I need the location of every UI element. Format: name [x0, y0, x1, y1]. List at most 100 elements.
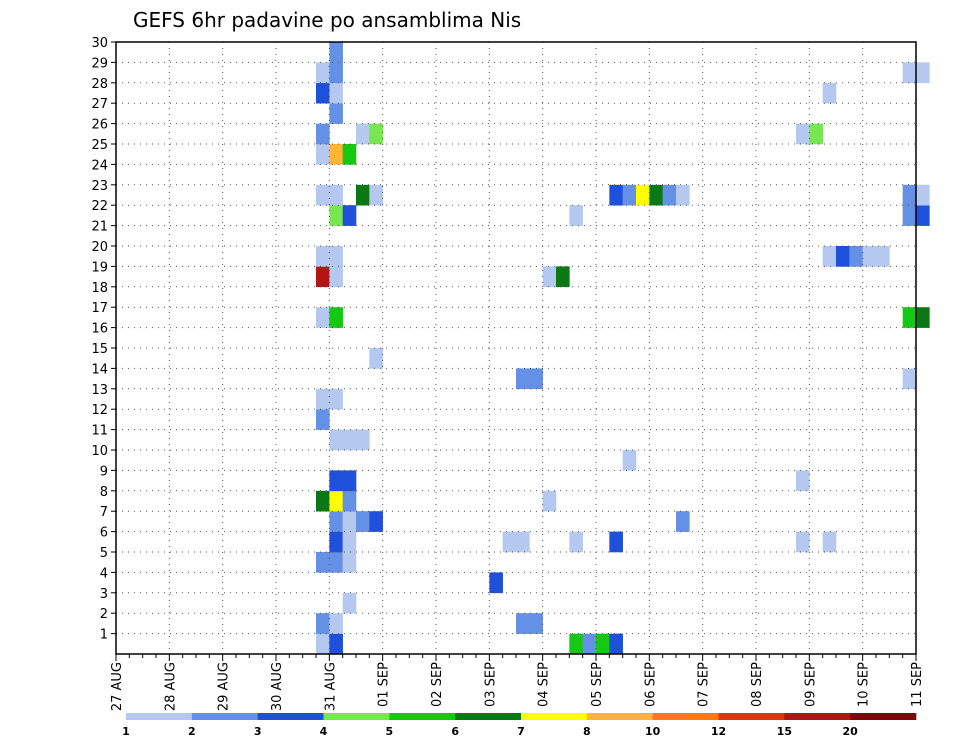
- heatmap-cell: [796, 470, 810, 492]
- heatmap-cell: [316, 82, 330, 104]
- colorbar-label: 4: [320, 725, 328, 738]
- heatmap-cell: [342, 531, 357, 553]
- colorbar-swatch: [850, 713, 917, 720]
- y-tick-label: 24: [91, 158, 108, 173]
- heatmap-cell: [329, 103, 343, 124]
- heatmap-cell: [609, 531, 623, 553]
- heatmap-cell: [316, 409, 330, 430]
- colorbar-legend: 1 2 3 4 5 6 7 8 10 12 15 20: [122, 713, 917, 738]
- heatmap-cell: [529, 368, 543, 390]
- y-tick-label: 26: [91, 118, 108, 133]
- heatmap-cell: [316, 552, 330, 573]
- heatmap-cell: [902, 368, 917, 390]
- heatmap-cell: [809, 123, 823, 145]
- colorbar-label: 1: [122, 725, 130, 738]
- heatmap-cell: [316, 307, 330, 328]
- heatmap-cell: [356, 184, 370, 206]
- y-tick-label: 27: [91, 97, 108, 112]
- x-tick-label: 05 SEP: [590, 662, 605, 707]
- y-tick-label: 19: [91, 260, 108, 275]
- heatmap-cell: [582, 633, 597, 655]
- x-tick-label: 04 SEP: [537, 662, 552, 707]
- heatmap-cell: [916, 62, 930, 84]
- y-tick-label: 23: [91, 179, 108, 194]
- colorbar-label: 7: [517, 725, 525, 738]
- heatmap-cell: [516, 613, 530, 634]
- colorbar-label: 5: [386, 725, 394, 738]
- heatmap-cell: [902, 62, 917, 84]
- heatmap-cell: [609, 633, 623, 655]
- heatmap-cell: [329, 184, 343, 206]
- heatmap-cell: [542, 490, 557, 512]
- x-axis: 27 AUG 28 AUG 29 AUG 30 AUG 31 AUG 01 SEP 02 S…: [110, 654, 925, 711]
- heatmap-cell: [796, 531, 810, 553]
- heatmap-cell: [356, 511, 370, 532]
- y-tick-label: 20: [91, 240, 108, 255]
- x-tick-label: 11 SEP: [910, 662, 925, 707]
- heatmap-cell: [329, 246, 343, 267]
- colorbar-swatch: [389, 713, 456, 720]
- heatmap-cell: [316, 184, 330, 206]
- colorbar-swatch: [652, 713, 719, 720]
- heatmap-cell: [316, 266, 330, 288]
- heatmap-cell: [329, 82, 343, 104]
- y-tick-label: 15: [91, 342, 108, 357]
- heatmap-cell: [529, 613, 543, 634]
- y-axis: 1234567891011121314151617181920212223242…: [91, 36, 116, 643]
- colorbar-swatch: [784, 713, 851, 720]
- y-tick-label: 13: [91, 383, 108, 398]
- y-tick-label: 30: [91, 36, 108, 51]
- x-tick-label: 31 AUG: [323, 662, 338, 711]
- heatmap-cells: [316, 42, 930, 655]
- heatmap-cell: [662, 184, 677, 206]
- y-tick-label: 2: [100, 607, 108, 622]
- heatmap-cell: [316, 246, 330, 267]
- heatmap-cell: [676, 184, 690, 206]
- heatmap-cell: [369, 511, 383, 532]
- heatmap-cell: [342, 490, 357, 512]
- heatmap-cell: [916, 205, 930, 226]
- colorbar-label: 8: [583, 725, 591, 738]
- heatmap-cell: [329, 511, 343, 532]
- y-tick-label: 8: [100, 485, 108, 500]
- chart-title: GEFS 6hr padavine po ansamblima Nis: [133, 8, 521, 32]
- heatmap-cell: [796, 123, 810, 145]
- y-tick-label: 17: [91, 301, 108, 316]
- y-tick-label: 10: [91, 444, 108, 459]
- colorbar-swatch: [586, 713, 653, 720]
- heatmap-cell: [329, 144, 343, 165]
- x-tick-label: 01 SEP: [377, 662, 392, 707]
- colorbar-swatch: [521, 713, 588, 720]
- y-tick-label: 3: [100, 587, 108, 602]
- y-tick-label: 7: [100, 505, 108, 520]
- y-tick-label: 18: [91, 281, 108, 296]
- heatmap-cell: [316, 62, 330, 84]
- heatmap-cell: [369, 348, 383, 369]
- heatmap-cell: [902, 205, 917, 226]
- heatmap-cell: [316, 144, 330, 165]
- heatmap-cell: [342, 144, 357, 165]
- y-tick-label: 22: [91, 199, 108, 214]
- heatmap-cell: [342, 592, 357, 614]
- y-tick-label: 11: [91, 424, 108, 439]
- heatmap-cell: [329, 62, 343, 84]
- x-tick-label: 30 AUG: [270, 662, 285, 711]
- heatmap-cell: [849, 246, 863, 267]
- heatmap-cell: [622, 450, 637, 471]
- heatmap-cell: [329, 42, 343, 63]
- heatmap-cell: [329, 429, 343, 451]
- colorbar-swatch: [455, 713, 522, 720]
- heatmap-cell: [342, 429, 357, 451]
- colorbar-swatch: [126, 713, 193, 720]
- grid-lines: [116, 42, 916, 654]
- heatmap-cell: [676, 511, 690, 532]
- heatmap-cell: [569, 633, 583, 655]
- heatmap-cell: [316, 123, 330, 145]
- heatmap-cell: [916, 184, 930, 206]
- heatmap-cell: [916, 307, 930, 328]
- colorbar-label: 15: [777, 725, 792, 738]
- heatmap-cell: [342, 470, 357, 492]
- heatmap-cell: [356, 429, 370, 451]
- y-tick-label: 12: [91, 403, 108, 418]
